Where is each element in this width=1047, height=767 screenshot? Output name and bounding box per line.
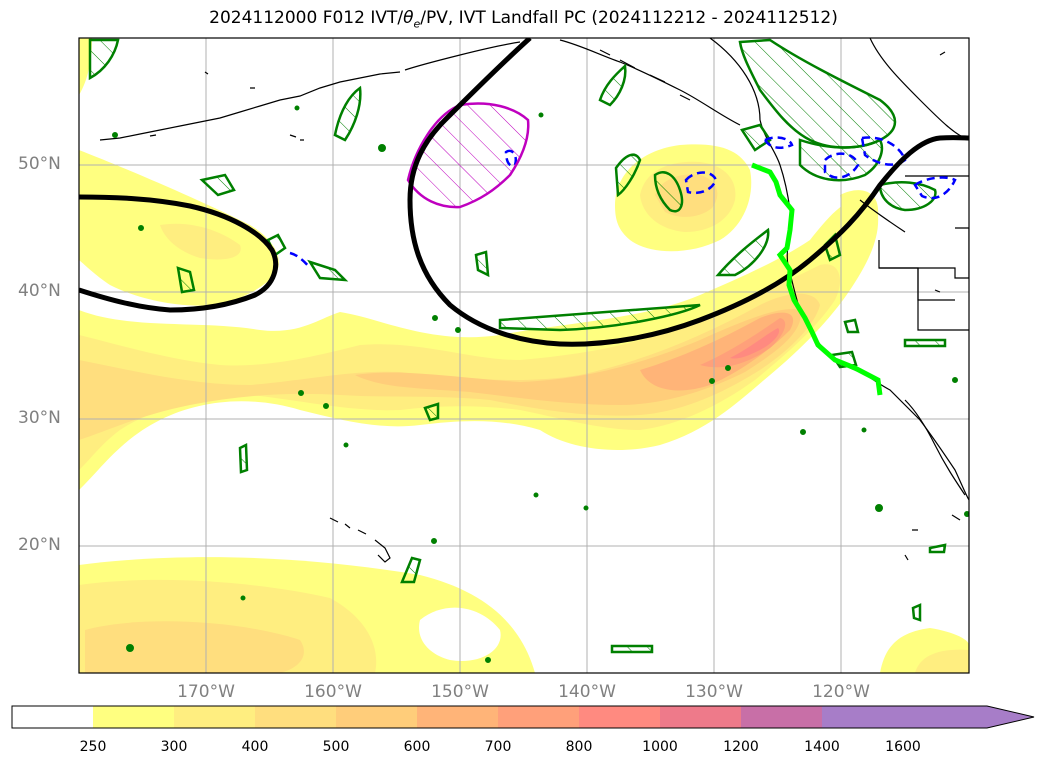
map-frame <box>78 37 970 674</box>
lon-label-170w: 170°W <box>177 682 235 702</box>
ivt-landfall-line <box>751 162 883 396</box>
islands <box>99 39 961 563</box>
colorbar-tick-label: 1200 <box>723 739 759 755</box>
lat-label-20n: 20°N <box>18 535 61 555</box>
colorbar-tick-label: 800 <box>565 739 593 755</box>
colorbar-tick-label: 1400 <box>804 739 840 755</box>
colorbar <box>11 705 1035 729</box>
lon-label-160w: 160°W <box>304 682 362 702</box>
colorbar-tick-label: 1600 <box>885 739 921 755</box>
colorbar-tick-label: 250 <box>79 739 107 755</box>
theta-e-contours <box>79 38 969 347</box>
lon-label-120w: 120°W <box>812 682 870 702</box>
colorbar-tick-label: 600 <box>403 739 431 755</box>
green-specks <box>112 105 969 663</box>
colorbar-tick-label: 300 <box>160 739 188 755</box>
ivt-field-north <box>79 38 879 306</box>
gridlines <box>79 38 969 673</box>
lon-label-140w: 140°W <box>558 682 616 702</box>
colorbar-tick-label: 500 <box>322 739 350 755</box>
lon-label-150w: 150°W <box>431 682 489 702</box>
colorbar-tick-label: 1000 <box>642 739 678 755</box>
lon-label-130w: 130°W <box>685 682 743 702</box>
colorbar-tick-label: 700 <box>484 739 512 755</box>
ivt-field-south <box>79 557 969 673</box>
lat-label-40n: 40°N <box>18 281 61 301</box>
colorbar-tick-label: 400 <box>241 739 269 755</box>
lat-label-30n: 30°N <box>18 408 61 428</box>
green-contours <box>88 38 947 654</box>
lat-label-50n: 50°N <box>18 154 61 174</box>
plot-title: 2024112000 F012 IVT/θe/PV, IVT Landfall … <box>209 8 838 31</box>
